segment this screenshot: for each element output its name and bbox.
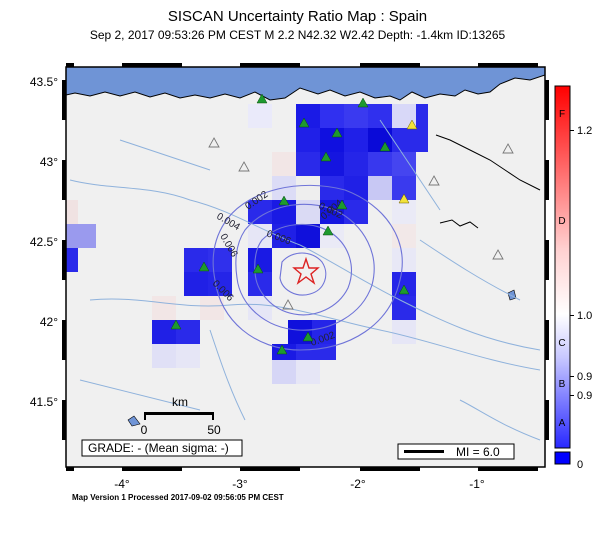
mi-legend-box <box>397 443 515 460</box>
map-area: 0.002 0.002 0.004 0.004 0.006 0.006 0.00… <box>66 67 545 467</box>
colorbar-grade: C <box>558 338 565 349</box>
scale-start-label: 0 <box>141 423 148 437</box>
station-marker <box>208 137 220 148</box>
grid-cells <box>66 104 428 384</box>
colorbar-grade: B <box>559 379 566 390</box>
station-marker <box>357 97 369 108</box>
colorbar-value: 0.9 <box>577 390 592 402</box>
colorbar-grade: F <box>559 109 565 120</box>
border-line <box>435 134 541 191</box>
station-marker <box>320 151 332 162</box>
station-marker <box>256 93 268 104</box>
station-marker <box>238 161 250 172</box>
coastline-east <box>439 219 479 229</box>
station-marker <box>278 195 290 206</box>
lon-tick-label: -2° <box>350 477 366 491</box>
station-marker <box>322 225 334 236</box>
colorbar-low-swatch <box>554 451 571 465</box>
stations-unused <box>208 137 514 310</box>
map-title: SISCAN Uncertainty Ratio Map : Spain <box>167 8 428 25</box>
station-marker <box>276 344 288 355</box>
contour-line <box>212 184 403 351</box>
station-marker <box>406 119 418 130</box>
grade-box <box>81 439 243 457</box>
grade-text: GRADE: - (Mean sigma: -) <box>88 441 229 455</box>
station-marker <box>170 319 182 330</box>
station-marker <box>331 127 343 138</box>
epicenter-star <box>292 256 320 285</box>
map-subtitle: Sep 2, 2017 09:53:26 PM CEST M 2.2 N42.3… <box>89 28 506 42</box>
lat-tick-labels: 43.5° 43° 42.5° 42° 41.5° <box>30 75 58 409</box>
colorbar-grade: D <box>558 216 565 227</box>
station-marker <box>492 249 504 260</box>
lon-tick-label: -3° <box>232 477 248 491</box>
scale-bar: km 0 50 <box>141 395 221 437</box>
frame-ticks <box>62 63 549 471</box>
lat-tick-label: 43.5° <box>30 75 58 89</box>
colorbar-value: 0 <box>577 459 583 471</box>
station-marker <box>379 141 391 152</box>
colorbar-grade: A <box>559 418 566 429</box>
scale-unit-label: km <box>172 395 188 409</box>
lat-tick-label: 42.5° <box>30 235 58 249</box>
stations-highlight <box>398 119 418 204</box>
station-marker <box>398 193 410 204</box>
station-marker <box>198 261 210 272</box>
colorbar: F D C B A 1.2 1.0 0.9 0.9 0 <box>554 85 592 471</box>
station-marker <box>302 331 314 342</box>
colorbar-value: 1.2 <box>577 125 592 137</box>
station-marker <box>502 143 514 154</box>
lon-tick-label: -1° <box>469 477 485 491</box>
lake <box>127 415 141 427</box>
colorbar-value: 0.9 <box>577 371 592 383</box>
station-marker <box>252 263 264 274</box>
colorbar-gradient <box>554 85 571 449</box>
station-marker <box>336 199 348 210</box>
contour-line <box>279 252 327 296</box>
station-marker <box>298 117 310 128</box>
scale-end-label: 50 <box>207 423 221 437</box>
lon-tick-label: -4° <box>114 477 130 491</box>
station-marker <box>282 299 294 310</box>
rivers <box>69 119 541 441</box>
mi-legend-line <box>404 450 444 453</box>
sea-area <box>66 67 545 101</box>
contour-line <box>235 203 375 331</box>
footer-processed: Map Version 1 Processed 2017-09-02 09:56… <box>72 493 284 502</box>
mi-legend-text: MI = 6.0 <box>456 445 500 459</box>
station-marker <box>398 284 410 295</box>
lat-tick-label: 42° <box>40 315 58 329</box>
station-marker <box>428 175 440 186</box>
lon-tick-labels: -4° -3° -2° -1° <box>114 477 485 491</box>
stations-used <box>170 93 410 355</box>
colorbar-value: 1.0 <box>577 310 592 322</box>
lat-tick-label: 43° <box>40 155 58 169</box>
lat-tick-label: 41.5° <box>30 395 58 409</box>
